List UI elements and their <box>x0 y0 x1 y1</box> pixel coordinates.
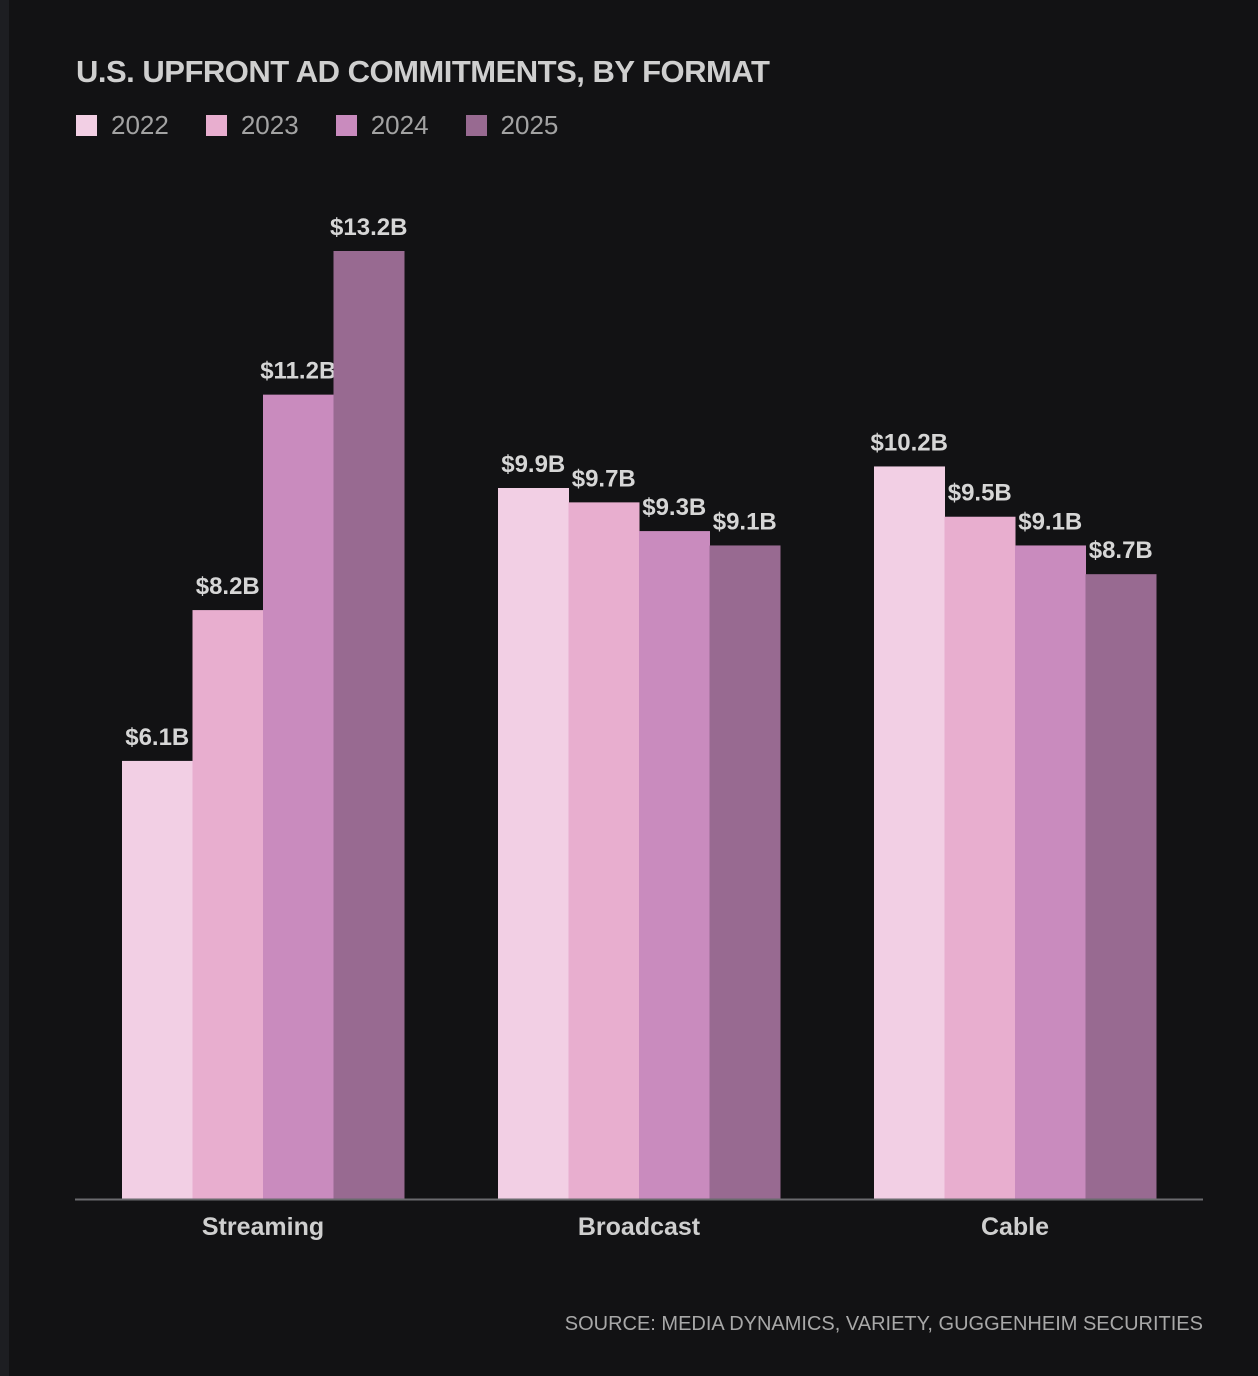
legend-label: 2022 <box>111 110 169 140</box>
data-label: $10.2B <box>871 429 948 456</box>
data-label: $9.3B <box>642 494 706 521</box>
legend: 2022 2023 2024 2025 <box>76 110 595 141</box>
legend-label: 2023 <box>240 110 299 140</box>
legend-label: 2024 <box>370 110 429 140</box>
data-label: $9.9B <box>501 451 565 478</box>
x-tick-label: Broadcast <box>578 1213 701 1241</box>
data-label: $11.2B <box>260 358 336 385</box>
data-label: $8.7B <box>1089 537 1153 564</box>
data-label: $9.7B <box>572 465 636 492</box>
legend-item-2023: 2023 <box>205 110 299 141</box>
x-tick-label: Cable <box>981 1213 1049 1241</box>
data-label: $9.1B <box>713 508 777 535</box>
legend-swatch <box>465 115 487 136</box>
legend-item-2025: 2025 <box>465 110 559 141</box>
legend-label: 2025 <box>500 110 559 140</box>
bar-streaming-2022 <box>122 760 193 1199</box>
bar-streaming-2024 <box>263 394 334 1199</box>
chart-title: U.S. UPFRONT AD COMMITMENTS, BY FORMAT <box>76 54 770 89</box>
bar-cable-2022 <box>874 466 945 1199</box>
bar-streaming-2023 <box>192 610 264 1199</box>
bar-broadcast-2023 <box>568 502 640 1199</box>
source-note: SOURCE: MEDIA DYNAMICS, VARIETY, GUGGENH… <box>564 1313 1203 1335</box>
bar-broadcast-2024 <box>639 531 710 1199</box>
bar-streaming-2025 <box>333 251 405 1199</box>
data-label: $8.2B <box>196 573 260 600</box>
legend-swatch <box>76 115 97 136</box>
data-label: $6.1B <box>125 724 189 751</box>
legend-swatch <box>335 115 357 136</box>
bar-broadcast-2022 <box>498 488 569 1199</box>
bar-cable-2024 <box>1015 545 1086 1199</box>
legend-item-2022: 2022 <box>76 110 169 141</box>
legend-swatch <box>205 115 227 136</box>
data-label: $13.2B <box>330 214 407 241</box>
left-edge-strip <box>0 0 9 1376</box>
x-tick-label: Streaming <box>202 1213 324 1241</box>
bar-cable-2023 <box>944 516 1016 1199</box>
bar-cable-2025 <box>1085 574 1157 1199</box>
bar-broadcast-2025 <box>709 545 781 1199</box>
legend-item-2024: 2024 <box>335 110 429 141</box>
data-label: $9.5B <box>948 480 1012 507</box>
data-label: $9.1B <box>1018 508 1082 535</box>
